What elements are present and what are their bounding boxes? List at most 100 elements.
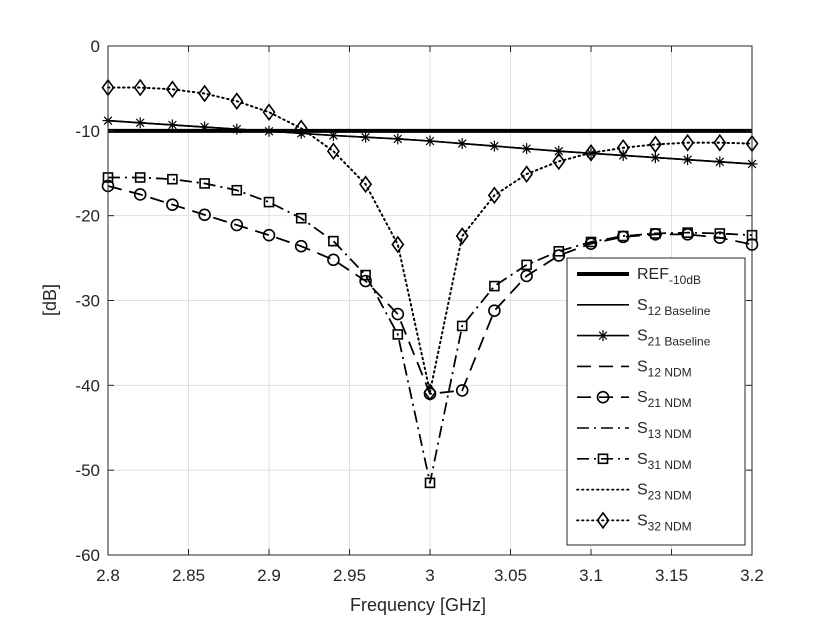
data-point-s21b	[231, 123, 243, 135]
data-point-s21n	[391, 307, 405, 321]
x-tick-label: 2.8	[96, 566, 120, 585]
y-tick-label: -60	[75, 546, 100, 565]
data-point-s32n	[294, 119, 308, 138]
data-point-s31n	[553, 245, 565, 257]
legend-entry-ref: REF-10dB	[577, 266, 701, 287]
x-tick-label: 3.05	[494, 566, 527, 585]
data-point-s21n	[166, 198, 179, 211]
legend-label-subscript: -10dB	[669, 273, 701, 287]
legend-entry-s32n: S32 NDM	[576, 511, 692, 533]
data-point-s32n	[165, 80, 179, 99]
legend-label-subscript: 31 NDM	[648, 458, 692, 472]
data-point-s21b	[682, 154, 694, 166]
data-point-s32n	[616, 138, 630, 157]
legend-entry-s12b: S12 Baseline	[577, 297, 711, 318]
series-s21b	[102, 115, 758, 170]
legend-label-main: S	[637, 451, 648, 468]
x-tick-label: 3	[425, 566, 434, 585]
legend-label-s12n: S12 NDM	[637, 358, 692, 379]
legend-entry-s21b: S21 Baseline	[577, 328, 711, 349]
data-point-s31n	[682, 227, 693, 238]
data-point-s31n	[167, 173, 178, 185]
data-point-s31n	[585, 236, 597, 248]
legend-label-main: S	[637, 482, 648, 499]
legend-label-s21n: S21 NDM	[637, 389, 692, 410]
legend-label-s23n: S23 NDM	[637, 482, 692, 503]
legend-label-main: S	[637, 389, 648, 406]
legend-marker-s32n	[596, 511, 610, 530]
data-point-s32n	[681, 133, 695, 152]
data-point-s32n	[423, 383, 437, 401]
data-point-s32n	[262, 103, 276, 122]
tick-labels: 2.8 2.85 2.9 2.95 3 3.05 3.1 3.15 3.2 0 -10 -20 -30 -…	[75, 37, 763, 585]
data-point-s31n	[489, 280, 500, 292]
data-point-s21b	[199, 121, 211, 133]
data-point-s21b	[166, 119, 178, 131]
data-point-s21n	[294, 239, 308, 253]
data-point-s21n	[359, 274, 372, 288]
legend-box	[566, 257, 746, 546]
data-point-s32n	[391, 235, 405, 254]
data-point-s21n	[230, 218, 244, 232]
data-point-s32n	[133, 78, 147, 97]
data-point-s31n	[456, 320, 468, 332]
data-point-s32n	[584, 144, 598, 162]
series-line-s32n	[107, 86, 753, 394]
y-tick-label: -30	[75, 292, 100, 311]
y-tick-label: 0	[91, 37, 100, 56]
legend-label-ref: REF-10dB	[637, 266, 701, 287]
legend-entry-s23n: S23 NDM	[576, 482, 692, 503]
data-point-s31n	[392, 329, 404, 340]
legend-entry-s13n: S13 NDM	[577, 420, 692, 441]
legend-label-subscript: 32 NDM	[648, 519, 692, 533]
x-axis-label: Frequency [GHz]	[350, 595, 486, 615]
legend-label-main: S	[637, 297, 648, 314]
legend-label-main: S	[637, 328, 648, 345]
data-point-s21b	[263, 125, 275, 137]
data-point-s21n	[520, 269, 533, 283]
legend: REF-10dB S12 Baseline S21 Baseline S12 NDM S…	[566, 257, 746, 546]
data-point-s32n	[230, 92, 244, 110]
data-point-s21b	[488, 140, 500, 152]
data-point-s21b	[392, 133, 404, 145]
data-point-s21n	[327, 253, 340, 267]
data-point-s21n	[552, 249, 566, 262]
legend-label-subscript: 13 NDM	[648, 427, 692, 441]
data-point-s32n	[487, 186, 501, 205]
data-point-s21b	[327, 129, 339, 141]
series-line-s21n	[107, 185, 753, 395]
data-point-s31n	[424, 477, 436, 489]
data-point-s21b	[295, 127, 307, 139]
data-point-s31n	[295, 212, 307, 224]
axes	[107, 45, 753, 556]
data-point-s32n	[198, 84, 212, 103]
legend-label-s31n: S31 NDM	[637, 451, 692, 472]
data-point-s31n	[263, 196, 275, 208]
data-point-s21b	[649, 152, 661, 164]
data-point-s32n	[326, 142, 340, 161]
legend-label-main: S	[637, 512, 648, 529]
data-point-s21b	[714, 156, 726, 168]
data-point-s32n	[713, 133, 727, 152]
legend-marker-s21b	[597, 330, 609, 342]
data-point-s32n	[455, 227, 469, 245]
y-axis-label: [dB]	[40, 284, 60, 316]
data-point-s32n	[520, 165, 534, 183]
data-point-s31n	[231, 184, 243, 196]
y-tick-label: -50	[75, 461, 100, 480]
legend-label-s32n: S32 NDM	[637, 512, 692, 533]
legend-label-s21b: S21 Baseline	[637, 328, 711, 349]
legend-entry-s21n: S21 NDM	[577, 389, 692, 410]
legend-label-subscript: 23 NDM	[648, 489, 692, 503]
legend-marker-s21n	[596, 390, 610, 404]
data-point-s31n	[650, 228, 661, 239]
data-point-s21n	[198, 208, 211, 222]
data-point-s21n	[455, 384, 469, 397]
y-tick-label: -20	[75, 207, 100, 226]
data-point-s31n	[617, 230, 629, 242]
data-point-s21b	[360, 131, 372, 143]
data-point-s21n	[488, 304, 501, 317]
x-tick-label: 3.2	[740, 566, 764, 585]
y-tick-label: -10	[75, 122, 100, 141]
